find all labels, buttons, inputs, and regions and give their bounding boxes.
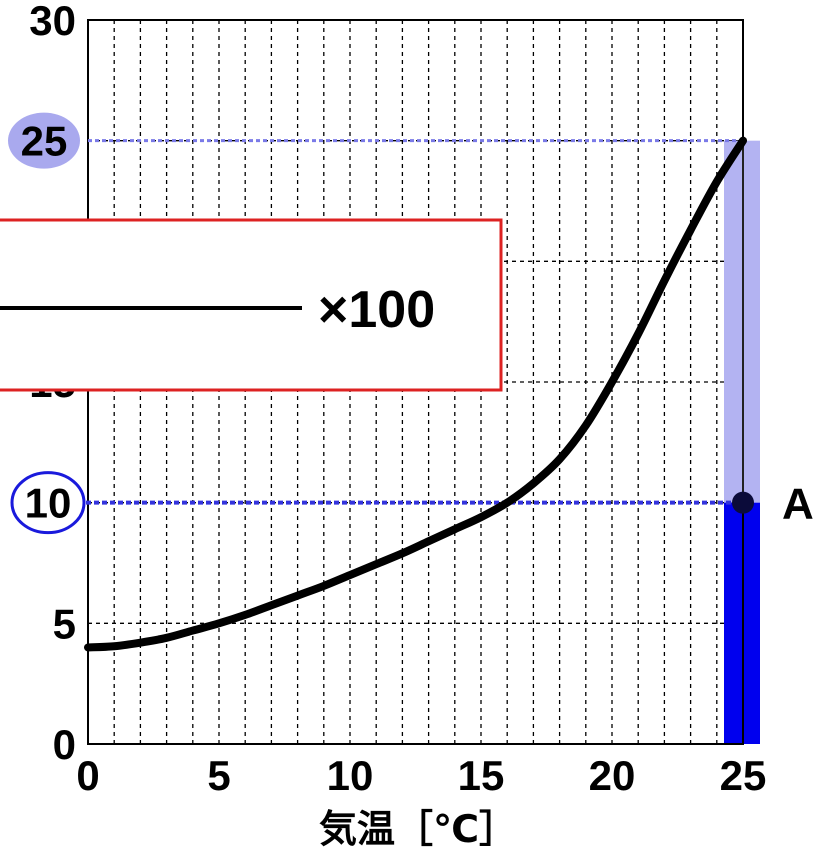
legend-border: [0, 218, 503, 392]
x-tick-label: 15: [458, 752, 505, 799]
legend-box: ×100: [0, 218, 503, 392]
point-a-marker: [732, 491, 754, 514]
x-axis-label: 気温［℃］: [319, 807, 517, 851]
y-tick-10-circle: [10, 471, 86, 535]
x-tick-label: 0: [76, 752, 99, 799]
upper-value-label: 25: [21, 118, 68, 165]
legend-text: ×100: [318, 281, 435, 339]
series-line: [84, 136, 747, 652]
y-tick-label: 5: [53, 600, 76, 647]
x-tick-label: 5: [207, 752, 230, 799]
point-a-label: A: [782, 480, 814, 529]
point-value-label: 10: [25, 480, 72, 527]
x-tick-labels: 0 5 10 15 20 25: [76, 752, 766, 799]
y-tick-label: 0: [53, 721, 76, 768]
guide-lines: [70, 139, 744, 505]
x-tick-label: 25: [720, 752, 767, 799]
x-tick-label: 10: [327, 752, 374, 799]
y-tick-25-highlight: [8, 112, 80, 169]
x-tick-label: 20: [589, 752, 636, 799]
y-tick-label: 30: [29, 0, 76, 44]
